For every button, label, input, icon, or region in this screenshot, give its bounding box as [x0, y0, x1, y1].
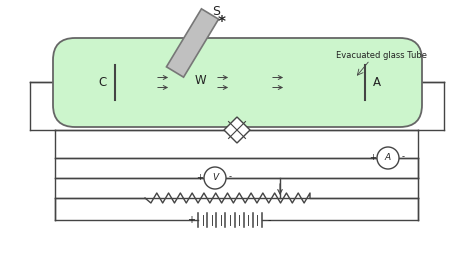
Text: +: +: [187, 215, 195, 225]
Text: +: +: [370, 152, 376, 162]
Text: S: S: [212, 5, 220, 18]
Circle shape: [377, 147, 399, 169]
Text: *: *: [218, 15, 226, 30]
Text: A: A: [373, 76, 381, 89]
Text: -: -: [401, 152, 404, 162]
Text: Evacuated glass Tube: Evacuated glass Tube: [336, 51, 427, 60]
Polygon shape: [166, 9, 219, 77]
Text: +: +: [197, 173, 203, 181]
FancyBboxPatch shape: [53, 38, 422, 127]
Text: A: A: [385, 154, 391, 163]
Circle shape: [204, 167, 226, 189]
Text: V: V: [212, 173, 218, 182]
Text: C: C: [99, 76, 107, 89]
Text: -: -: [267, 215, 271, 225]
Text: -: -: [228, 173, 231, 181]
Text: W: W: [195, 74, 207, 87]
Polygon shape: [224, 117, 250, 143]
